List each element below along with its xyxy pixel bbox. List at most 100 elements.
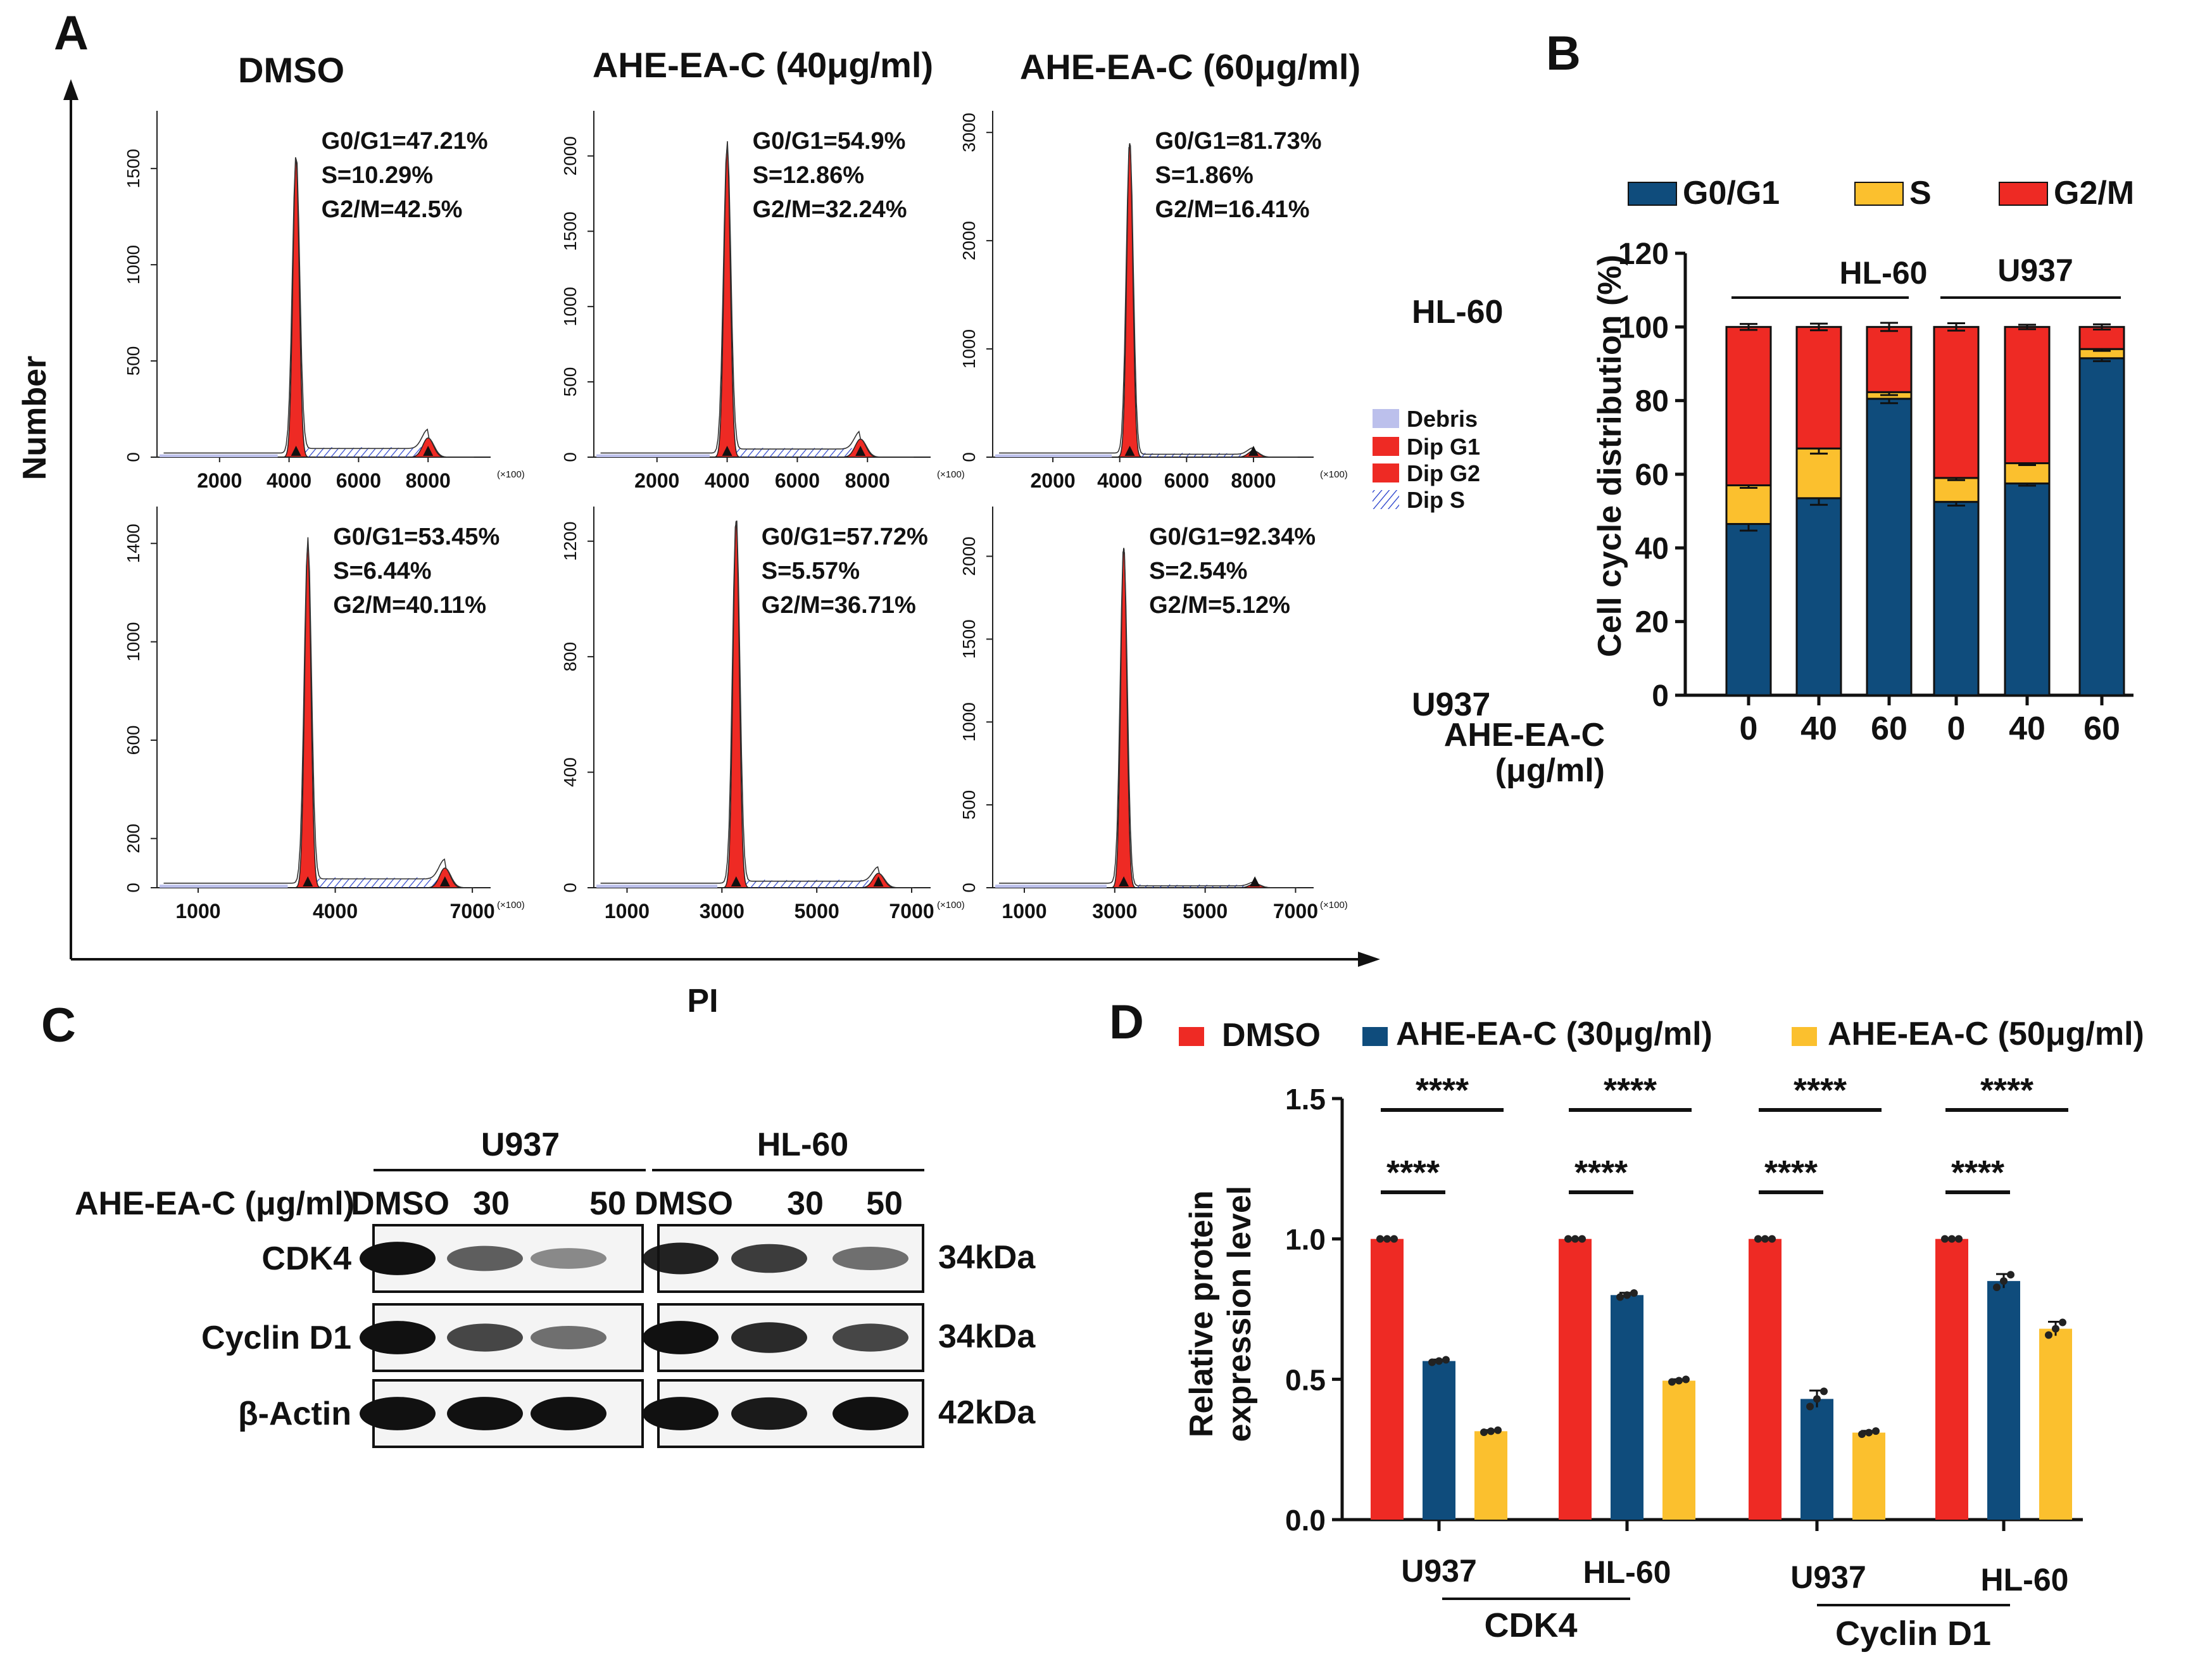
blot-band	[360, 1397, 436, 1430]
histogram-x-tick-label: 6000	[775, 469, 820, 492]
histogram-y-tick-label: 1000	[560, 287, 580, 326]
group-label-d-u937-b: U937	[1790, 1560, 1866, 1595]
histogram-x-tick-label: 7000	[889, 900, 934, 923]
stack-segment-G0/G1	[2004, 482, 2051, 696]
histogram-y-tick-label: 400	[560, 757, 580, 787]
size-label: 34kDa	[938, 1239, 1036, 1276]
histogram-y-tick-label: 1400	[123, 524, 143, 563]
histogram-trace	[999, 552, 1298, 888]
debris-area	[160, 454, 278, 457]
protein-label: β-Actin	[238, 1396, 351, 1432]
stack-segment-S	[1795, 447, 1842, 500]
b-x-tick-label: 0	[1740, 710, 1758, 747]
b-y-tick-label: 80	[1635, 385, 1669, 419]
legend-g0g1-label: G0/G1	[1683, 175, 1780, 211]
d-y-tick-label: 0.0	[1285, 1504, 1326, 1537]
b-y-tick-label: 60	[1635, 458, 1669, 492]
histogram-y-tick-label: 1000	[123, 622, 143, 661]
dip-s-area	[296, 447, 429, 457]
histogram-y-tick-label: 0	[959, 883, 979, 893]
bar-AHE-EA-C (30μg/ml)	[1423, 1361, 1455, 1520]
d-y-tick-label: 0.5	[1285, 1363, 1326, 1396]
replicate-dot	[1623, 1291, 1631, 1299]
replicate-dot	[1571, 1235, 1579, 1243]
bar-AHE-EA-C (50μg/ml)	[2039, 1328, 2072, 1520]
histogram-x-tick-label: 2000	[634, 469, 679, 492]
replicate-dot	[1761, 1235, 1769, 1243]
legend-g0g1-swatch	[1628, 182, 1677, 206]
debris-area	[995, 885, 1107, 888]
replicate-dot	[1865, 1428, 1873, 1437]
histogram-y-tick-label: 1500	[560, 211, 580, 251]
replicate-dot	[2000, 1277, 2008, 1285]
histogram-y-tick-label: 200	[123, 824, 143, 854]
replicate-dot	[1616, 1293, 1624, 1301]
panel-d: D DMSO AHE-EA-C (30μg/ml) AHE-EA-C (50μg…	[1109, 995, 2144, 1653]
legend-dip-g1-swatch	[1373, 437, 1399, 456]
bar-DMSO	[1935, 1239, 1968, 1520]
histogram-x-tick-label: 3000	[700, 900, 745, 923]
blot-band	[360, 1242, 436, 1275]
blot-band	[447, 1397, 523, 1430]
histogram-y-tick-label: 1000	[123, 245, 143, 284]
histogram-y-tick-label: 0	[560, 452, 580, 462]
histogram-x-tick-label: 8000	[1231, 469, 1276, 492]
debris-area	[596, 454, 710, 457]
legend-dip-g1-label: Dip G1	[1407, 434, 1480, 460]
phase-stat: S=6.44%	[333, 558, 431, 584]
phase-stat: S=10.29%	[322, 162, 433, 189]
bar-DMSO	[1749, 1239, 1782, 1520]
panel-c-letter: C	[41, 999, 76, 1052]
histogram-x-tick-label: 1000	[605, 900, 650, 923]
peak-marker	[855, 446, 866, 456]
blot-band	[643, 1397, 719, 1430]
replicate-dot	[1630, 1289, 1638, 1297]
row-label-hl60: HL-60	[1412, 294, 1503, 331]
lane-label: 30	[473, 1185, 510, 1222]
blot-band	[731, 1322, 807, 1353]
sig-star-30: ****	[1764, 1154, 1818, 1192]
replicate-dot	[1754, 1235, 1762, 1243]
histogram-x-multiplier: (×100)	[497, 469, 525, 480]
histogram-x-tick-label: 4000	[1097, 469, 1142, 492]
dip-g1-peak	[295, 545, 321, 888]
phase-stat: G0/G1=57.72%	[762, 524, 928, 550]
blot-band	[833, 1397, 908, 1430]
legend-30-swatch	[1362, 1027, 1388, 1046]
col-title-dmso: DMSO	[238, 50, 344, 90]
peak-marker	[873, 876, 884, 886]
b-x-tick-label: 40	[2009, 710, 2045, 747]
blot-band	[731, 1397, 807, 1430]
dip-g1-peak	[1111, 548, 1136, 888]
stack-segment-G0/G1	[1933, 501, 1980, 696]
b-y-tick-label: 0	[1652, 679, 1669, 713]
blot-band	[531, 1397, 606, 1430]
replicate-dot	[1383, 1235, 1391, 1243]
col-title-40: AHE-EA-C (40μg/ml)	[593, 45, 933, 85]
replicate-dot	[1806, 1402, 1814, 1411]
sig-star-30: ****	[1386, 1154, 1440, 1192]
phase-stat: S=5.57%	[762, 558, 860, 584]
histogram-x-tick-label: 7000	[1273, 900, 1318, 923]
b-y-tick-label: 120	[1618, 237, 1669, 271]
bar-DMSO	[1371, 1239, 1404, 1520]
protein-expression-chart: 0.0 0.5 1.0 1.5 **** **** **** **** **** **** ****…	[1285, 1071, 2083, 1537]
protein-label-cdk4: CDK4	[1484, 1606, 1577, 1644]
peak-marker	[291, 446, 301, 456]
histogram-x-tick-label: 5000	[1183, 900, 1228, 923]
histogram-y-tick-label: 0	[123, 452, 143, 462]
histogram-x-tick-label: 4000	[313, 900, 358, 923]
replicate-dot	[2059, 1318, 2066, 1327]
histogram-x-tick-label: 8000	[406, 469, 451, 492]
panel-d-ylabel-1: Relative protein	[1183, 1190, 1220, 1437]
peak-marker	[423, 446, 434, 456]
phase-stat: G0/G1=81.73%	[1155, 128, 1322, 154]
stack-segment-S	[1933, 477, 1980, 503]
stack-segment-G0/G1	[2078, 357, 2125, 696]
histogram-y-tick-label: 1500	[123, 149, 143, 188]
replicate-dot	[1858, 1430, 1866, 1438]
legend-dip-s-swatch	[1373, 490, 1399, 509]
peak-marker	[722, 446, 732, 456]
